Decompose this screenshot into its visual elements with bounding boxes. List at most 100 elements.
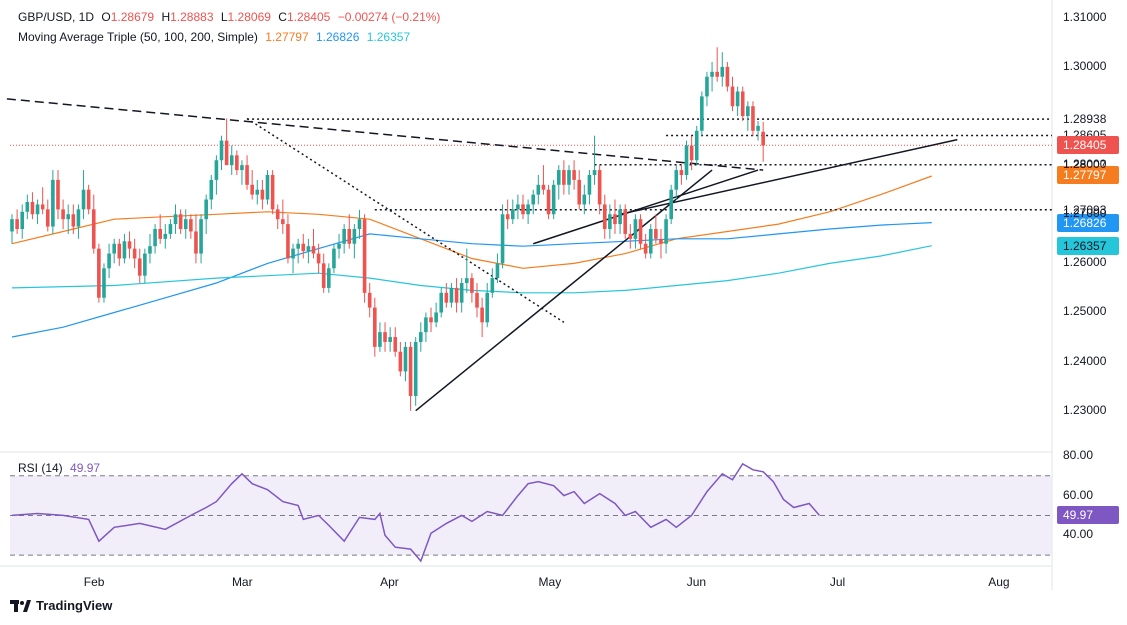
price-tick-label: 1.26000 bbox=[1063, 255, 1107, 270]
candle-body bbox=[199, 219, 203, 254]
candle-body bbox=[408, 346, 413, 396]
price-tick-label: 1.28000 bbox=[1063, 157, 1107, 172]
candle-body bbox=[286, 224, 290, 259]
time-tick-label: Jul bbox=[829, 575, 846, 589]
candle-body bbox=[720, 66, 725, 77]
candle-body bbox=[700, 96, 704, 131]
candle-body bbox=[56, 179, 60, 210]
open-value: 1.28679 bbox=[110, 10, 155, 24]
candle-body bbox=[638, 219, 643, 244]
candle-body bbox=[459, 283, 464, 303]
candle-body bbox=[45, 209, 50, 227]
trendline-solid-4 bbox=[619, 138, 958, 215]
candle-body bbox=[388, 337, 392, 342]
candle-body bbox=[735, 91, 740, 107]
candle-body bbox=[163, 233, 168, 239]
trendline-solid-2 bbox=[415, 169, 713, 412]
tradingview-logo-icon bbox=[10, 599, 31, 612]
candle-body bbox=[541, 184, 546, 190]
candle-body bbox=[613, 214, 617, 225]
candle-body bbox=[623, 209, 627, 234]
candle-body bbox=[255, 189, 260, 195]
candle-body bbox=[751, 106, 755, 131]
price-tag: 1.28405 bbox=[1057, 136, 1119, 155]
candle-body bbox=[306, 246, 311, 252]
symbol-label: GBP/USD, 1D bbox=[18, 10, 95, 24]
candle-body bbox=[705, 76, 709, 97]
rsi-title: RSI (14) bbox=[18, 461, 63, 475]
high-value: 1.28883 bbox=[170, 10, 214, 24]
high-label: H bbox=[161, 10, 171, 24]
candle-body bbox=[628, 233, 633, 239]
candle-body bbox=[505, 214, 510, 220]
candle-body bbox=[260, 189, 265, 200]
candle-body bbox=[219, 140, 224, 161]
candle-body bbox=[91, 209, 96, 249]
candle-body bbox=[189, 219, 193, 232]
candle-body bbox=[291, 248, 295, 259]
candle-body bbox=[275, 209, 280, 220]
candle-body bbox=[66, 214, 71, 220]
trendline-dashed-0 bbox=[6, 98, 764, 171]
candle-body bbox=[270, 174, 275, 210]
candle-body bbox=[562, 170, 566, 185]
price-tag: 1.26357 bbox=[1057, 236, 1119, 255]
candle-body bbox=[132, 248, 137, 259]
candle-body bbox=[470, 278, 474, 293]
low-value: 1.28069 bbox=[227, 10, 271, 24]
rsi-tick-label: 60.00 bbox=[1063, 487, 1094, 502]
candle-body bbox=[689, 145, 694, 161]
candle-body bbox=[76, 209, 81, 227]
ma-title: Moving Average Triple (50, 100, 200, Sim… bbox=[18, 30, 258, 44]
candle-body bbox=[357, 219, 362, 229]
candle-body bbox=[122, 241, 127, 259]
candle-body bbox=[347, 229, 352, 244]
candle-body bbox=[148, 246, 152, 254]
price-tick-label: 1.25000 bbox=[1063, 304, 1107, 319]
candle-body bbox=[536, 184, 541, 195]
candle-body bbox=[618, 209, 622, 225]
candle-body bbox=[204, 199, 208, 220]
ma100-value: 1.26826 bbox=[316, 30, 360, 44]
candle-body bbox=[654, 229, 658, 239]
price-tick-label: 1.30000 bbox=[1063, 58, 1107, 73]
candle-body bbox=[51, 179, 55, 227]
candle-body bbox=[659, 238, 663, 244]
candle-body bbox=[556, 170, 561, 185]
candle-body bbox=[352, 229, 357, 244]
candle-body bbox=[245, 165, 249, 185]
candle-body bbox=[97, 248, 101, 298]
rsi-value-tag: 49.97 bbox=[1057, 506, 1119, 525]
candle-body bbox=[587, 174, 592, 195]
time-tick-label: Feb bbox=[83, 575, 105, 589]
candle-body bbox=[168, 224, 173, 234]
candle-body bbox=[332, 248, 336, 269]
candle-body bbox=[500, 214, 505, 264]
candle-body bbox=[301, 243, 306, 252]
candle-body bbox=[178, 214, 183, 229]
price-tick-label: 1.27000 bbox=[1063, 206, 1107, 221]
brand-name: TradingView bbox=[36, 598, 113, 613]
candle-body bbox=[209, 179, 214, 200]
candle-body bbox=[424, 317, 428, 333]
time-tick-label: Mar bbox=[231, 575, 253, 589]
candle-body bbox=[434, 312, 438, 323]
candle-body bbox=[444, 292, 449, 303]
candle-body bbox=[393, 337, 398, 352]
close-label: C bbox=[278, 10, 287, 24]
candle-body bbox=[679, 170, 684, 175]
candle-body bbox=[15, 219, 19, 229]
rsi-tick-label: 40.00 bbox=[1063, 527, 1094, 542]
candle-body bbox=[240, 165, 244, 171]
candle-body bbox=[173, 214, 178, 225]
trendline-solid-3 bbox=[532, 169, 759, 245]
candle-body bbox=[127, 241, 132, 249]
candle-body bbox=[602, 204, 607, 229]
candle-body bbox=[117, 243, 122, 259]
candle-body bbox=[281, 219, 285, 225]
candle-body bbox=[153, 229, 157, 247]
candle-body bbox=[229, 155, 234, 166]
ma-line-200 bbox=[11, 245, 932, 294]
candle-body bbox=[684, 145, 689, 175]
